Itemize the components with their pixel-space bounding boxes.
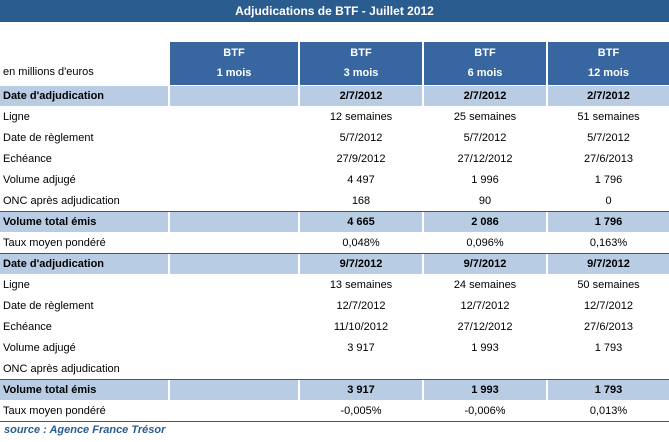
cell: 1 796 <box>594 174 623 186</box>
column-header-line2: 1 mois <box>170 65 298 81</box>
cell: 0,048% <box>342 237 380 249</box>
cell: 2/7/2012 <box>548 86 669 106</box>
column-header-line1: BTF <box>424 45 546 61</box>
row-separator <box>0 421 669 422</box>
row-label: Taux moyen pondéré <box>3 237 106 249</box>
row-label: ONC après adjudication <box>3 363 120 375</box>
cell: 3 917 <box>300 380 422 400</box>
row-label: Echéance <box>3 321 52 333</box>
cell: 25 semaines <box>453 111 517 123</box>
row-label: Date d'adjudication <box>0 86 168 106</box>
cell: 0,163% <box>589 237 628 249</box>
cell: 2/7/2012 <box>424 86 546 106</box>
source: source : Agence France Trésor <box>4 424 166 436</box>
cell: 2 086 <box>424 212 546 232</box>
row-label: Volume adjugé <box>3 174 76 186</box>
row-label: Volume total émis <box>0 380 168 400</box>
cell: 27/9/2012 <box>336 153 386 165</box>
cell: 1 993 <box>471 342 499 354</box>
row-label: Ligne <box>3 111 30 123</box>
cell: 3 917 <box>347 342 375 354</box>
cell: 9/7/2012 <box>424 254 546 274</box>
cell: 27/12/2012 <box>457 321 513 333</box>
cell: 1 793 <box>548 380 669 400</box>
cell-background <box>170 86 298 106</box>
cell: 5/7/2012 <box>339 132 383 144</box>
row-separator <box>0 379 669 380</box>
table-title: Adjudications de BTF - Juillet 2012 <box>0 0 669 22</box>
cell: 24 semaines <box>453 279 517 291</box>
cell: 0,096% <box>466 237 504 249</box>
cell: 51 semaines <box>577 111 640 123</box>
cell-background <box>170 254 298 274</box>
column-header-line1: BTF <box>548 45 669 61</box>
row-label: Volume adjugé <box>3 342 76 354</box>
row-label: Echéance <box>3 153 52 165</box>
cell: 4 665 <box>300 212 422 232</box>
cell: 90 <box>478 195 492 207</box>
cell: 9/7/2012 <box>300 254 422 274</box>
cell: 0 <box>605 195 612 207</box>
cell: 9/7/2012 <box>548 254 669 274</box>
cell: 12/7/2012 <box>584 300 633 312</box>
row-label: Ligne <box>3 279 30 291</box>
column-header-line1: BTF <box>170 45 298 61</box>
cell: 1 993 <box>424 380 546 400</box>
row-label: Date d'adjudication <box>0 254 168 274</box>
cell: 12/7/2012 <box>460 300 510 312</box>
cell: 11/10/2012 <box>333 321 389 333</box>
cell: 5/7/2012 <box>587 132 630 144</box>
column-header-line2: 12 mois <box>548 65 669 81</box>
cell: -0,005% <box>340 405 382 417</box>
cell-background <box>170 380 298 400</box>
cell: -0,006% <box>464 405 506 417</box>
row-label: Date de règlement <box>3 132 94 144</box>
column-header-line2: 3 mois <box>300 65 422 81</box>
cell: 12 semaines <box>329 111 393 123</box>
row-separator <box>0 253 669 254</box>
row-label: Date de règlement <box>3 300 94 312</box>
column-header-line2: 6 mois <box>424 65 546 81</box>
cell: 5/7/2012 <box>463 132 507 144</box>
cell: 27/12/2012 <box>457 153 513 165</box>
row-label: Taux moyen pondéré <box>3 405 106 417</box>
cell-background <box>170 212 298 232</box>
cell: 1 796 <box>548 212 669 232</box>
cell: 168 <box>351 195 371 207</box>
cell: 12/7/2012 <box>336 300 386 312</box>
cell: 27/6/2013 <box>584 153 633 165</box>
cell: 13 semaines <box>329 279 393 291</box>
row-separator <box>0 211 669 212</box>
unit-note: en millions d'euros <box>3 66 94 78</box>
row-label: Volume total émis <box>0 212 168 232</box>
cell: 1 996 <box>471 174 499 186</box>
row-label: ONC après adjudication <box>3 195 120 207</box>
cell: 1 793 <box>594 342 623 354</box>
cell: 0,013% <box>589 405 628 417</box>
cell: 2/7/2012 <box>300 86 422 106</box>
cell: 27/6/2013 <box>584 321 633 333</box>
cell: 4 497 <box>347 174 375 186</box>
column-header-line1: BTF <box>300 45 422 61</box>
cell: 50 semaines <box>577 279 640 291</box>
